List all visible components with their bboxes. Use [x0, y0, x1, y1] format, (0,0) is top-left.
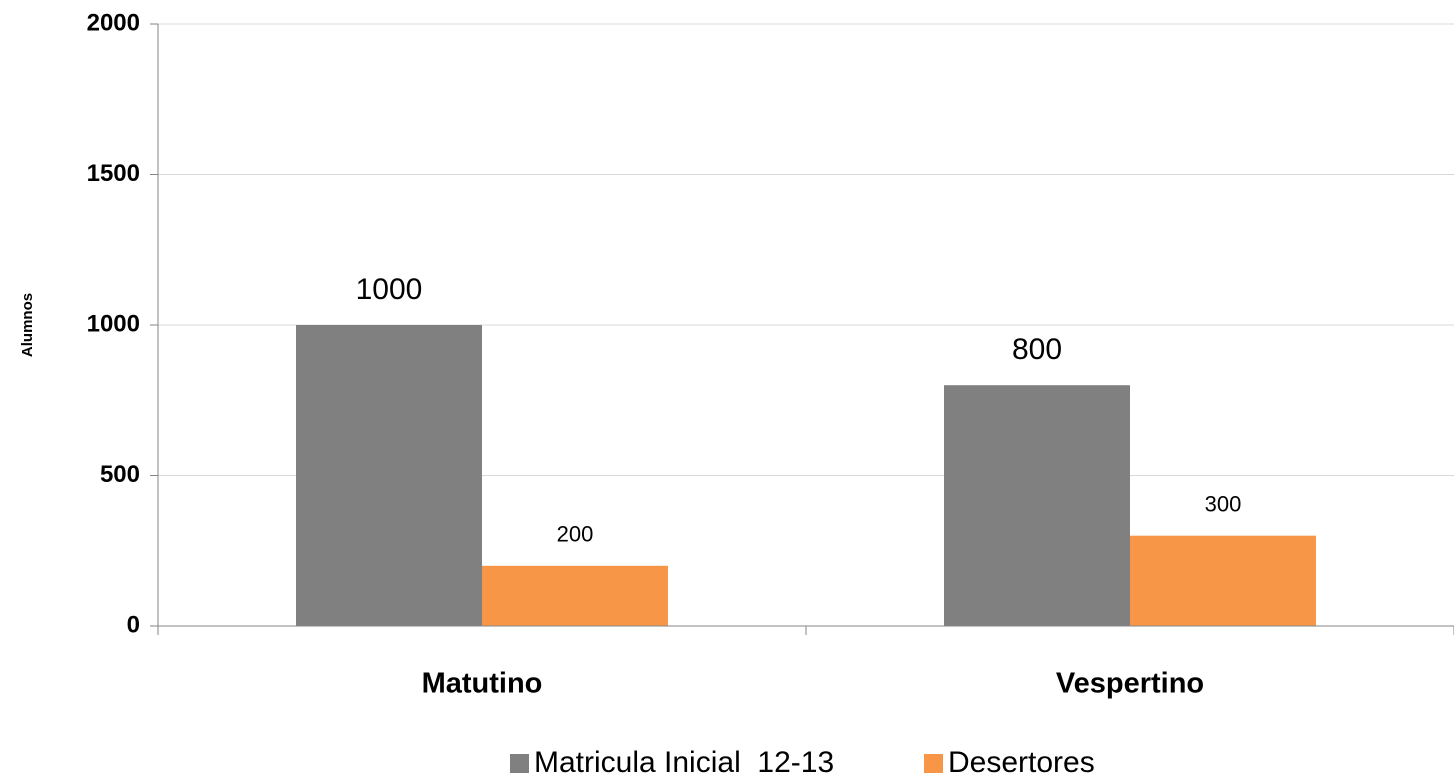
value-label: 800	[1012, 333, 1062, 366]
y-axis-label: Alumnos	[19, 293, 36, 357]
bar	[944, 385, 1130, 626]
legend-label: Matricula Inicial 12-13	[534, 746, 834, 779]
y-tick-label: 2000	[87, 9, 140, 36]
value-label: 1000	[356, 273, 423, 306]
legend-swatch	[924, 754, 943, 773]
y-tick-label: 1000	[87, 310, 140, 337]
value-label: 200	[557, 522, 594, 547]
legend-label: Desertores	[948, 746, 1095, 779]
value-label: 300	[1205, 492, 1242, 517]
bar	[1130, 535, 1316, 626]
x-tick-label: Matutino	[422, 668, 543, 700]
bar	[296, 325, 482, 626]
legend-swatch	[510, 754, 529, 773]
y-tick-label: 0	[127, 611, 140, 638]
y-tick-label: 500	[100, 461, 140, 488]
x-tick-label: Vespertino	[1056, 668, 1204, 700]
y-tick-label: 1500	[87, 160, 140, 187]
bar	[482, 565, 668, 626]
